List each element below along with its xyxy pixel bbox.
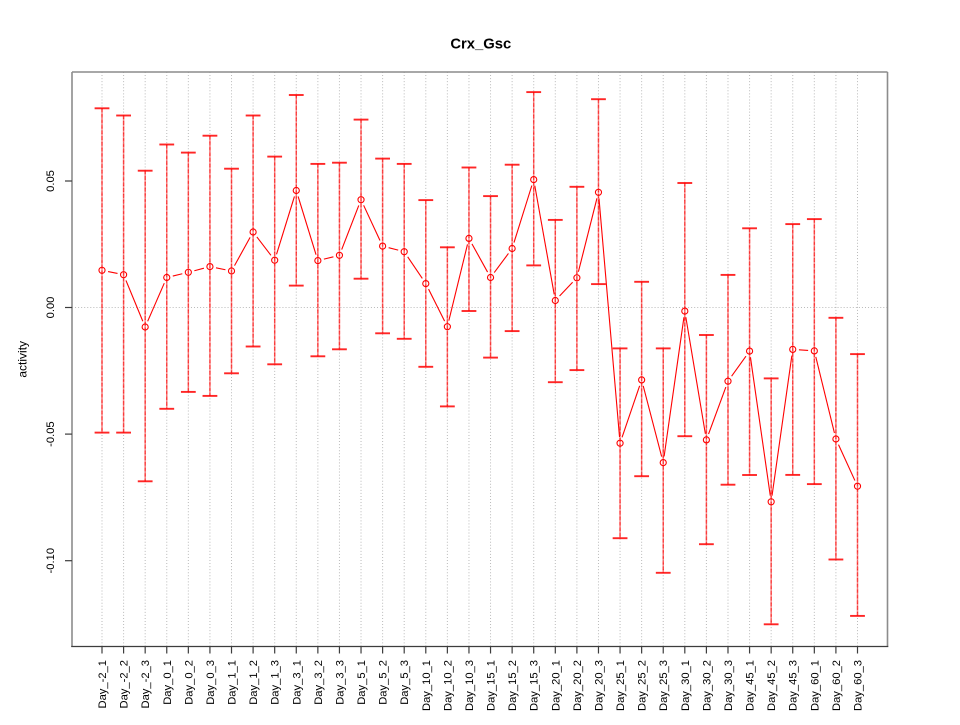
svg-text:Day_0_2: Day_0_2: [183, 660, 195, 705]
svg-text:Day_-2_2: Day_-2_2: [119, 660, 131, 709]
svg-text:Day_15_2: Day_15_2: [507, 660, 519, 711]
svg-text:Day_-2_3: Day_-2_3: [140, 660, 152, 709]
svg-text:Day_60_3: Day_60_3: [853, 660, 865, 711]
svg-text:0.00: 0.00: [45, 297, 57, 319]
svg-text:Day_3_3: Day_3_3: [334, 660, 346, 705]
svg-text:Day_60_1: Day_60_1: [809, 660, 821, 711]
svg-text:Day_45_3: Day_45_3: [788, 660, 800, 711]
svg-text:Day_0_1: Day_0_1: [162, 660, 174, 705]
svg-text:Day_10_1: Day_10_1: [421, 660, 433, 711]
svg-text:Day_10_3: Day_10_3: [464, 660, 476, 711]
svg-text:-0.10: -0.10: [45, 548, 57, 574]
svg-text:Day_5_3: Day_5_3: [399, 660, 411, 705]
svg-text:Day_20_2: Day_20_2: [572, 660, 584, 711]
svg-text:Day_30_1: Day_30_1: [680, 660, 692, 711]
svg-text:Day_30_3: Day_30_3: [723, 660, 735, 711]
svg-text:Day_5_2: Day_5_2: [378, 660, 390, 705]
svg-text:Day_10_2: Day_10_2: [442, 660, 454, 711]
svg-text:activity: activity: [16, 341, 30, 378]
svg-text:Day_25_3: Day_25_3: [658, 660, 670, 711]
svg-text:Day_45_2: Day_45_2: [766, 660, 778, 711]
svg-text:-0.05: -0.05: [45, 421, 57, 447]
svg-text:Day_20_1: Day_20_1: [550, 660, 562, 711]
svg-text:Day_1_3: Day_1_3: [270, 660, 282, 705]
svg-text:Day_45_1: Day_45_1: [745, 660, 757, 711]
svg-text:Day_20_3: Day_20_3: [593, 660, 605, 711]
svg-text:Day_-2_1: Day_-2_1: [97, 660, 109, 709]
svg-text:Day_15_1: Day_15_1: [486, 660, 498, 711]
svg-text:Day_60_2: Day_60_2: [831, 660, 843, 711]
svg-text:Day_3_2: Day_3_2: [313, 660, 325, 705]
svg-text:Day_30_2: Day_30_2: [701, 660, 713, 711]
svg-text:Day_3_1: Day_3_1: [291, 660, 303, 705]
svg-text:Day_1_2: Day_1_2: [248, 660, 260, 705]
svg-text:Day_0_3: Day_0_3: [205, 660, 217, 705]
svg-text:Day_25_2: Day_25_2: [637, 660, 649, 711]
svg-text:Day_15_3: Day_15_3: [529, 660, 541, 711]
svg-text:Crx_Gsc: Crx_Gsc: [450, 37, 511, 53]
svg-text:0.05: 0.05: [45, 170, 57, 192]
svg-text:Day_1_1: Day_1_1: [227, 660, 239, 705]
svg-text:Day_25_1: Day_25_1: [615, 660, 627, 711]
svg-text:Day_5_1: Day_5_1: [356, 660, 368, 705]
